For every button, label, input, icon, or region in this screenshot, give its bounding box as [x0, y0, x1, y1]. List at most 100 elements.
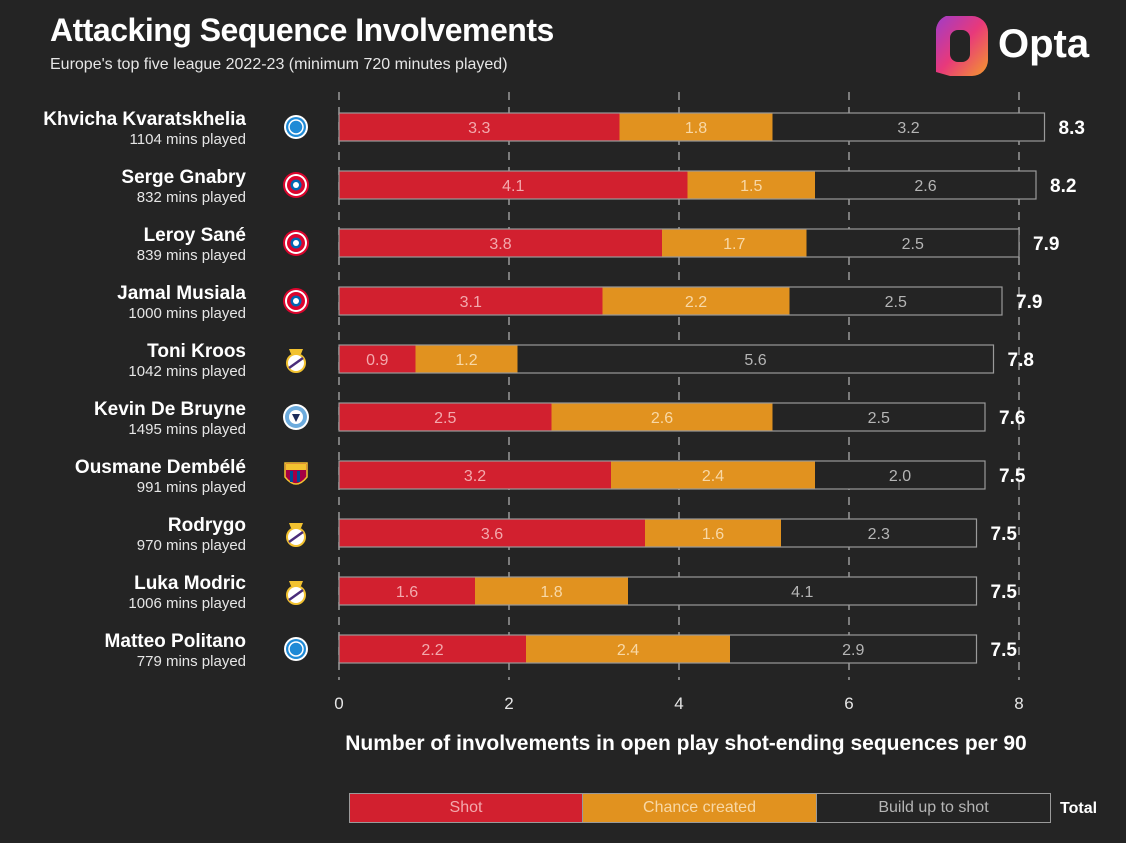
bar-segment-build [772, 403, 985, 431]
man-city-crest-icon [283, 404, 309, 430]
x-tick-label: 6 [844, 694, 853, 713]
x-axis-label: Number of involvements in open play shot… [345, 732, 1026, 755]
bar-total-label: 7.9 [1016, 292, 1042, 313]
legend-build-up: Build up to shot [817, 793, 1051, 823]
player-minutes: 1006 mins played [128, 595, 246, 612]
opta-wordmark: Opta [998, 22, 1090, 66]
bar-segment-chance [602, 287, 790, 315]
player-minutes: 1000 mins played [128, 305, 246, 322]
bar-segment-shot [339, 519, 645, 547]
bar-segment-shot [339, 577, 475, 605]
player-minutes: 1495 mins played [128, 421, 246, 438]
bar-label-chance: 2.2 [685, 294, 707, 311]
bar-total-label: 7.5 [991, 640, 1018, 661]
bar-label-chance: 1.7 [723, 236, 745, 253]
bar-segment-shot [339, 635, 526, 663]
x-tick-label: 0 [334, 694, 343, 713]
player-name: Luka Modric [134, 573, 246, 594]
bar-label-chance: 1.8 [685, 120, 707, 137]
bar-label-build: 2.9 [842, 642, 864, 659]
bar-label-shot: 3.3 [468, 120, 490, 137]
bar-segment-shot [339, 287, 603, 315]
bar-outline [338, 518, 978, 548]
bar-label-build: 2.3 [868, 526, 890, 543]
bar-segment-build [517, 345, 994, 373]
bar-label-chance: 2.4 [617, 642, 639, 659]
legend-shot: Shot [349, 793, 583, 823]
x-tick-label: 8 [1014, 694, 1023, 713]
bar-total-label: 7.5 [991, 524, 1018, 545]
bar-label-shot: 2.2 [421, 642, 443, 659]
bar-label-chance: 1.8 [540, 584, 562, 601]
bayern-crest-icon [283, 288, 309, 314]
bar-label-build: 4.1 [791, 584, 813, 601]
bar-label-chance: 2.6 [651, 410, 673, 427]
player-name: Serge Gnabry [121, 167, 246, 188]
bar-segment-build [815, 171, 1036, 199]
bar-total-label: 8.2 [1050, 176, 1076, 197]
napoli-crest-icon [284, 637, 308, 661]
bar-outline [338, 402, 986, 432]
bar-segment-build [789, 287, 1002, 315]
player-minutes: 832 mins played [137, 189, 246, 206]
player-name: Leroy Sané [144, 225, 246, 246]
bar-label-shot: 3.1 [460, 294, 482, 311]
player-minutes: 991 mins played [137, 479, 246, 496]
player-name: Toni Kroos [147, 341, 246, 362]
bar-segment-chance [611, 461, 815, 489]
bar-outline [338, 170, 1037, 200]
chart-subtitle: Europe's top five league 2022-23 (minimu… [50, 56, 508, 73]
real-madrid-crest-icon [286, 349, 306, 373]
bar-segment-chance [415, 345, 518, 373]
player-minutes: 970 mins played [137, 537, 246, 554]
bar-total-label: 7.6 [999, 408, 1025, 429]
bar-segment-shot [339, 113, 620, 141]
bar-segment-chance [662, 229, 807, 257]
bar-outline [338, 460, 986, 490]
bar-segment-build [815, 461, 985, 489]
x-tick-label: 2 [504, 694, 513, 713]
bar-label-build: 2.6 [914, 178, 936, 195]
player-name: Rodrygo [168, 515, 246, 536]
bar-label-shot: 2.5 [434, 410, 456, 427]
bar-label-shot: 0.9 [366, 352, 388, 369]
bar-segment-build [730, 635, 977, 663]
player-name: Kevin De Bruyne [94, 399, 246, 420]
bar-label-build: 2.0 [889, 468, 911, 485]
legend: Shot Chance created Build up to shot [349, 793, 1051, 825]
bar-segment-chance [619, 113, 773, 141]
bar-outline [338, 634, 978, 664]
bar-label-chance: 1.2 [455, 352, 477, 369]
bar-segment-shot [339, 403, 552, 431]
opta-logo: Opta [932, 14, 1102, 78]
bar-label-shot: 3.2 [464, 468, 486, 485]
bar-label-shot: 4.1 [502, 178, 524, 195]
bar-segment-chance [551, 403, 773, 431]
bar-label-shot: 1.6 [396, 584, 418, 601]
bar-outline [338, 228, 1020, 258]
bayern-crest-icon [283, 172, 309, 198]
bar-segment-chance [645, 519, 781, 547]
real-madrid-crest-icon [286, 523, 306, 547]
player-minutes: 839 mins played [137, 247, 246, 264]
x-tick-label: 4 [674, 694, 683, 713]
bar-total-label: 8.3 [1059, 118, 1085, 139]
player-minutes: 1042 mins played [128, 363, 246, 380]
bar-label-chance: 1.6 [702, 526, 724, 543]
bar-total-label: 7.8 [1008, 350, 1034, 371]
bar-label-build: 3.2 [897, 120, 919, 137]
napoli-crest-icon [284, 115, 308, 139]
bar-label-build: 2.5 [868, 410, 890, 427]
bar-label-build: 5.6 [744, 352, 766, 369]
legend-chance-created: Chance created [583, 793, 817, 823]
bar-segment-shot [339, 345, 416, 373]
bar-label-build: 2.5 [885, 294, 907, 311]
bar-segment-build [772, 113, 1045, 141]
legend-total-label: Total [1060, 800, 1098, 817]
bar-segment-chance [526, 635, 730, 663]
bar-outline [338, 286, 1003, 316]
bar-total-label: 7.9 [1033, 234, 1059, 255]
barcelona-crest-icon [284, 462, 308, 485]
bar-label-build: 2.5 [902, 236, 924, 253]
bar-total-label: 7.5 [999, 466, 1026, 487]
